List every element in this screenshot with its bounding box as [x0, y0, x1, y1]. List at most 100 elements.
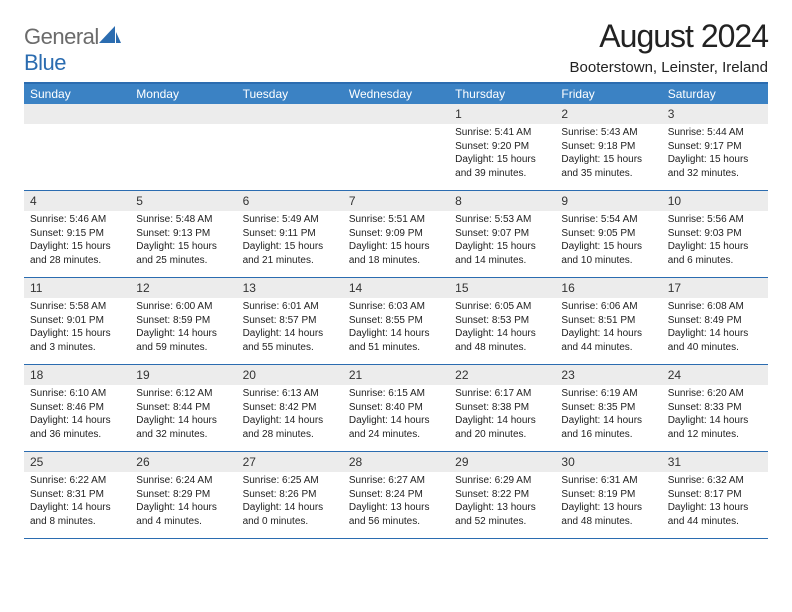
calendar-cell: 30Sunrise: 6:31 AMSunset: 8:19 PMDayligh…: [555, 452, 661, 538]
day-number-row: 23: [555, 365, 661, 385]
day-number: 24: [668, 368, 681, 382]
brand-word1: General: [24, 24, 99, 49]
sunrise-text: Sunrise: 5:44 AM: [668, 126, 762, 140]
sunrise-text: Sunrise: 5:46 AM: [30, 213, 124, 227]
cell-details: Sunrise: 6:13 AMSunset: 8:42 PMDaylight:…: [243, 387, 337, 441]
sunrise-text: Sunrise: 6:29 AM: [455, 474, 549, 488]
daylight-text: Daylight: 14 hours and 48 minutes.: [455, 327, 549, 354]
day-number-row: 19: [130, 365, 236, 385]
daylight-text: Daylight: 14 hours and 12 minutes.: [668, 414, 762, 441]
day-number: 17: [668, 281, 681, 295]
day-number-row: .: [343, 104, 449, 124]
day-number: 3: [668, 107, 675, 121]
calendar-week: 25 Sunrise: 6:22 AMSunset: 8:31 PM Dayligh…: [24, 452, 768, 539]
calendar-cell: 3Sunrise: 5:44 AMSunset: 9:17 PMDaylight…: [662, 104, 768, 190]
sunset-text: Sunset: 9:13 PM: [136, 227, 230, 241]
daylight-text: Daylight: 14 hours and 24 minutes.: [349, 414, 443, 441]
day-number: 7: [349, 194, 356, 208]
day-number: 18: [30, 368, 43, 382]
sunrise-text: Sunrise: 6:03 AM: [349, 300, 443, 314]
day-number: 31: [668, 455, 681, 469]
sunrise-text: Sunrise: 6:06 AM: [561, 300, 655, 314]
day-number: 4: [30, 194, 37, 208]
weekday-header: Monday: [130, 84, 236, 104]
cell-details: Sunrise: 6:25 AMSunset: 8:26 PMDaylight:…: [243, 474, 337, 528]
calendar-cell: 12Sunrise: 6:00 AMSunset: 8:59 PMDayligh…: [130, 278, 236, 364]
calendar-cell: 29Sunrise: 6:29 AMSunset: 8:22 PMDayligh…: [449, 452, 555, 538]
sunrise-text: Sunrise: 6:32 AM: [668, 474, 762, 488]
sunset-text: Sunset: 8:40 PM: [349, 401, 443, 415]
weekday-header-row: SundayMondayTuesdayWednesdayThursdayFrid…: [24, 84, 768, 104]
day-number: 29: [455, 455, 468, 469]
day-number: 12: [136, 281, 149, 295]
sunrise-text: Sunrise: 5:49 AM: [243, 213, 337, 227]
sunrise-text: Sunrise: 5:54 AM: [561, 213, 655, 227]
calendar-week: 11Sunrise: 5:58 AMSunset: 9:01 PMDayligh…: [24, 278, 768, 365]
day-number-row: 25: [24, 452, 130, 472]
cell-details: Sunrise: 5:54 AMSunset: 9:05 PMDaylight:…: [561, 213, 655, 267]
sunset-text: Sunset: 8:38 PM: [455, 401, 549, 415]
cell-details: Sunrise: 6:10 AMSunset: 8:46 PMDaylight:…: [30, 387, 124, 441]
sunset-text: Sunset: 8:24 PM: [349, 488, 443, 502]
day-number-row: 14: [343, 278, 449, 298]
cell-details: Sunrise: 5:53 AMSunset: 9:07 PMDaylight:…: [455, 213, 549, 267]
day-number-row: 21: [343, 365, 449, 385]
daylight-text: Daylight: 15 hours and 6 minutes.: [668, 240, 762, 267]
sunrise-text: Sunrise: 5:48 AM: [136, 213, 230, 227]
sunset-text: Sunset: 9:09 PM: [349, 227, 443, 241]
sunrise-text: Sunrise: 6:22 AM: [30, 474, 124, 488]
day-number-row: 4: [24, 191, 130, 211]
sunset-text: Sunset: 8:31 PM: [30, 488, 124, 502]
sunset-text: Sunset: 8:44 PM: [136, 401, 230, 415]
daylight-text: Daylight: 14 hours and 0 minutes.: [243, 501, 337, 528]
calendar-cell: 9Sunrise: 5:54 AMSunset: 9:05 PMDaylight…: [555, 191, 661, 277]
sunrise-text: Sunrise: 6:10 AM: [30, 387, 124, 401]
calendar-body: ....1Sunrise: 5:41 AMSunset: 9:20 PMDayl…: [24, 104, 768, 539]
day-number: 27: [243, 455, 256, 469]
cell-details: Sunrise: 6:20 AMSunset: 8:33 PMDaylight:…: [668, 387, 762, 441]
day-number: 23: [561, 368, 574, 382]
sunrise-text: Sunrise: 6:19 AM: [561, 387, 655, 401]
day-number: 25: [30, 455, 43, 469]
cell-details: Sunrise: 5:48 AMSunset: 9:13 PMDaylight:…: [136, 213, 230, 267]
sail-icon: [99, 24, 121, 50]
day-number-row: 17: [662, 278, 768, 298]
sunrise-text: Sunrise: 6:31 AM: [561, 474, 655, 488]
calendar-cell: 28Sunrise: 6:27 AMSunset: 8:24 PMDayligh…: [343, 452, 449, 538]
sunset-text: Sunset: 8:55 PM: [349, 314, 443, 328]
calendar-cell: 4Sunrise: 5:46 AMSunset: 9:15 PMDaylight…: [24, 191, 130, 277]
daylight-text: Daylight: 14 hours and 40 minutes.: [668, 327, 762, 354]
day-number: 11: [30, 281, 42, 295]
daylight-text: Daylight: 13 hours and 56 minutes.: [349, 501, 443, 528]
day-number-row: 13: [237, 278, 343, 298]
daylight-text: Daylight: 13 hours and 44 minutes.: [668, 501, 762, 528]
calendar-cell: 1Sunrise: 5:41 AMSunset: 9:20 PMDaylight…: [449, 104, 555, 190]
daylight-text: Daylight: 15 hours and 28 minutes.: [30, 240, 124, 267]
calendar-cell: 17Sunrise: 6:08 AMSunset: 8:49 PMDayligh…: [662, 278, 768, 364]
calendar-week: 4Sunrise: 5:46 AMSunset: 9:15 PMDaylight…: [24, 191, 768, 278]
cell-details: Sunrise: 6:17 AMSunset: 8:38 PMDaylight:…: [455, 387, 549, 441]
daylight-text: Daylight: 15 hours and 35 minutes.: [561, 153, 655, 180]
daylight-text: Daylight: 14 hours and 16 minutes.: [561, 414, 655, 441]
title-block: August 2024 Booterstown, Leinster, Irela…: [570, 18, 768, 76]
day-number-row: 31: [662, 452, 768, 472]
sunrise-text: Sunrise: 6:25 AM: [243, 474, 337, 488]
weekday-header: Tuesday: [237, 84, 343, 104]
day-number: 5: [136, 194, 143, 208]
day-number-row: .: [130, 104, 236, 124]
day-number: 8: [455, 194, 462, 208]
calendar-page: GeneralBlue August 2024 Booterstown, Lei…: [0, 0, 792, 539]
sunset-text: Sunset: 8:57 PM: [243, 314, 337, 328]
weekday-header: Sunday: [24, 84, 130, 104]
cell-details: Sunrise: 6:15 AMSunset: 8:40 PMDaylight:…: [349, 387, 443, 441]
daylight-text: Daylight: 15 hours and 39 minutes.: [455, 153, 549, 180]
sunset-text: Sunset: 9:01 PM: [30, 314, 124, 328]
day-number-row: 22: [449, 365, 555, 385]
calendar-cell: .: [24, 104, 130, 190]
calendar-cell: 25Sunrise: 6:22 AMSunset: 8:31 PMDayligh…: [24, 452, 130, 538]
day-number-row: 5: [130, 191, 236, 211]
sunrise-text: Sunrise: 6:05 AM: [455, 300, 549, 314]
sunset-text: Sunset: 8:35 PM: [561, 401, 655, 415]
sunset-text: Sunset: 8:26 PM: [243, 488, 337, 502]
calendar-cell: 21Sunrise: 6:15 AMSunset: 8:40 PMDayligh…: [343, 365, 449, 451]
